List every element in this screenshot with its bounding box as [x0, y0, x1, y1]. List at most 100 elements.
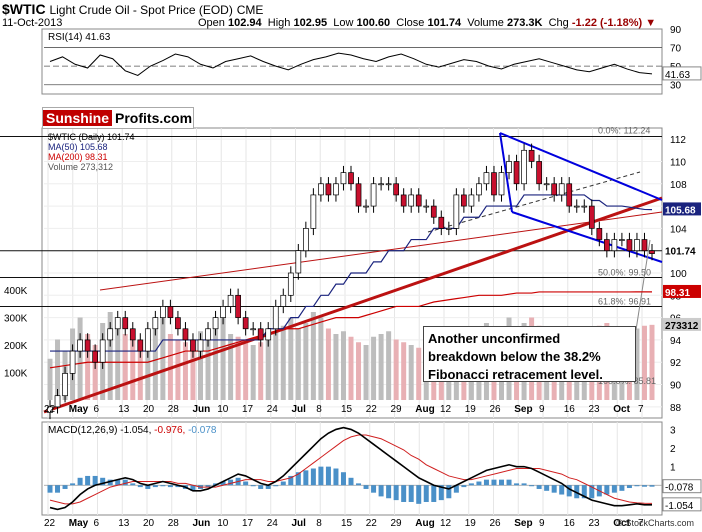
macd-histogram-bar [47, 485, 53, 493]
volume-bar [47, 358, 53, 400]
x-tick-label: Aug [415, 518, 434, 529]
candle-body [160, 306, 166, 318]
candle-body [596, 228, 603, 240]
candle-body [536, 161, 542, 185]
macd-histogram-bar [431, 485, 437, 502]
x-tick-label: Jun [193, 518, 211, 529]
x-tick-label: 15 [341, 518, 353, 529]
candle-body [257, 328, 264, 341]
candle-body [476, 183, 482, 196]
volume-bar [408, 345, 414, 400]
volume-tick-label: 300K [4, 314, 28, 325]
brand-label: © StockCharts.com [616, 518, 694, 528]
rsi-tick-label: 70 [670, 44, 682, 55]
ma200-line [49, 291, 652, 369]
macd-line [49, 426, 653, 511]
macd-series [44, 426, 662, 511]
volume-bar [220, 317, 226, 400]
volume-bar [77, 317, 83, 400]
macd-histogram-bar [468, 483, 474, 486]
volume-value: 273.3K [507, 17, 543, 29]
candle-body [378, 183, 384, 186]
candle-body [491, 172, 497, 196]
macd-histogram-bar [416, 485, 422, 504]
x-tick-label: Sep [514, 518, 532, 529]
volume-bar [641, 325, 647, 400]
candle-body [573, 205, 580, 208]
x-tick-label: 13 [118, 404, 130, 415]
volume-bar [182, 342, 188, 400]
volume-bar [363, 345, 369, 400]
open-value: 102.94 [227, 17, 262, 29]
candle-body [385, 183, 392, 186]
macd-tick-label: 1 [670, 463, 676, 474]
x-tick-label: 24 [267, 518, 279, 529]
dashed-channel-line [427, 171, 641, 233]
chart-date: 11-Oct-2013 [2, 17, 63, 29]
x-tick-label: Jul [292, 518, 307, 529]
candle-body [521, 149, 527, 185]
y-tick-label: 94 [670, 336, 682, 347]
macd-histogram-bar [401, 485, 407, 502]
macd-histogram-bar [514, 483, 520, 486]
macd-histogram-bar [62, 485, 68, 489]
axis-labels: 2222MayMay66131320202828JunJun1010171724… [4, 25, 702, 529]
candle-body [175, 317, 181, 330]
macd-histogram-bar [423, 485, 429, 502]
high-value: 102.95 [293, 17, 328, 29]
value-tag [663, 202, 701, 216]
candle-body [287, 272, 294, 296]
x-tick-label: 6 [94, 518, 100, 529]
candle-body [205, 328, 211, 341]
volume-bar [190, 345, 196, 400]
macd-histogram-bar [649, 485, 655, 487]
macd-histogram-bar [581, 485, 587, 499]
candle-body [355, 183, 362, 207]
candle-body [400, 194, 407, 207]
x-tick-label: 22 [44, 404, 56, 415]
volume-bar [122, 334, 128, 400]
candle-body [603, 239, 610, 252]
volume-bar [634, 328, 640, 400]
candle-body [92, 350, 99, 363]
x-tick-label: 6 [94, 404, 100, 415]
macd-histogram-bar [551, 485, 557, 493]
x-tick-label: 10 [217, 404, 229, 415]
x-tick-label: 28 [168, 404, 180, 415]
macd-histogram-bar [258, 485, 264, 489]
candle-body [333, 183, 339, 196]
candle-body [513, 161, 520, 185]
value-tag-label: 41.63 [665, 70, 690, 81]
macd-histogram-bar [85, 475, 91, 486]
candle-body [649, 250, 655, 254]
candle-body [438, 216, 445, 229]
macd-histogram-bar [340, 472, 346, 486]
x-tick-label: 17 [242, 404, 254, 415]
volume-bar [649, 324, 655, 400]
candle-body [122, 317, 129, 330]
volume-bar [401, 342, 407, 400]
candle-body [619, 239, 625, 241]
volume-bar [130, 336, 136, 400]
candle-body [634, 239, 640, 252]
price-legend-entry: MA(200) 98.31 [48, 152, 108, 162]
macd-signal-line [49, 434, 653, 505]
x-tick-label: Jul [292, 404, 307, 415]
candle-body [543, 183, 550, 186]
macd-histogram-bar [611, 485, 617, 493]
candle-body [303, 228, 309, 252]
volume-bar [137, 345, 143, 400]
x-tick-label: 9 [539, 518, 545, 529]
macd-histogram-bar [521, 483, 527, 486]
value-tag-label: 98.31 [665, 288, 690, 299]
y-tick-label: 110 [670, 157, 686, 168]
value-tag [662, 497, 702, 512]
candle-body [212, 317, 219, 330]
candle-body [445, 228, 452, 230]
rsi-legend: RSI(14) 41.63 [48, 32, 111, 43]
candle-body [340, 172, 347, 185]
macd-histogram-bar [175, 485, 181, 488]
macd-histogram-bar [408, 485, 414, 502]
x-tick-label: May [69, 518, 89, 529]
x-tick-label: 20 [143, 518, 155, 529]
